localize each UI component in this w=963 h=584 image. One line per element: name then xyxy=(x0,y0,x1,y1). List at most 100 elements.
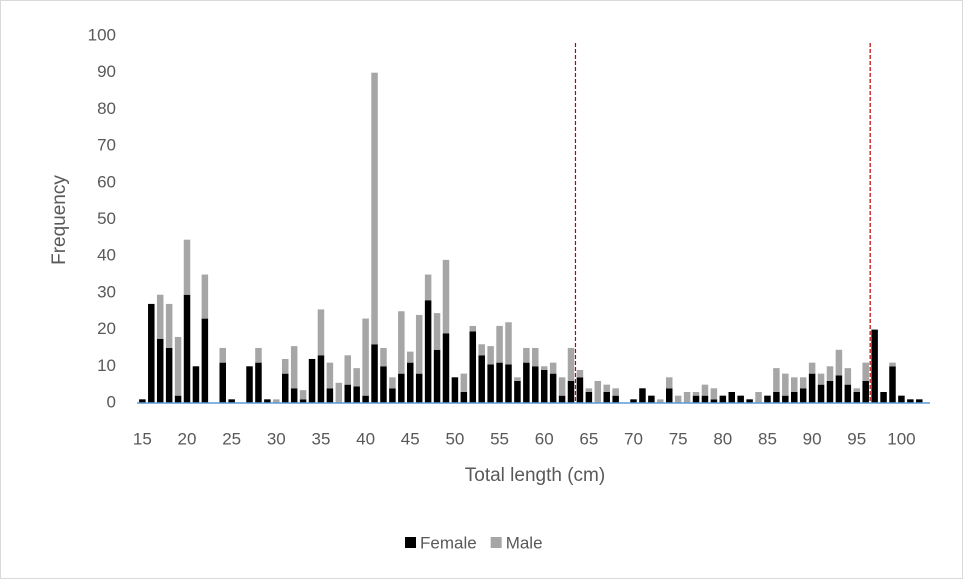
bar-segment xyxy=(389,388,396,403)
bar-segment xyxy=(219,362,226,403)
bar-segment xyxy=(380,366,387,403)
y-tick-label: 80 xyxy=(97,99,116,118)
bar-segment xyxy=(156,294,164,339)
bar-segment xyxy=(701,395,709,403)
bar-segment xyxy=(317,309,325,356)
bar-segment xyxy=(398,373,405,403)
y-tick-label: 60 xyxy=(97,172,116,191)
bar-segment xyxy=(558,377,566,396)
bar-segment xyxy=(648,395,655,403)
bar-segment xyxy=(174,395,182,403)
legend-label: Female xyxy=(420,533,477,552)
y-tick-label: 30 xyxy=(97,282,116,301)
bar-segment xyxy=(201,274,209,319)
bar-segment xyxy=(532,366,539,403)
bar-segment xyxy=(299,390,307,400)
bar-segment xyxy=(433,349,441,403)
bar-segment xyxy=(290,388,298,403)
bar-segment xyxy=(755,391,762,403)
bar-segment xyxy=(791,377,798,392)
bar-segment xyxy=(496,325,503,363)
bar-segment xyxy=(907,399,914,403)
bar-segment xyxy=(380,347,387,367)
y-axis-title: Frequency xyxy=(49,175,70,265)
bar-segment xyxy=(469,331,477,403)
x-tick-label: 30 xyxy=(267,429,286,448)
bar-segment xyxy=(165,303,173,348)
bar-segment xyxy=(326,388,334,403)
bar-segment xyxy=(782,373,789,396)
bar-segment xyxy=(478,355,485,403)
bar-segment xyxy=(183,294,191,403)
bar-segment xyxy=(826,380,834,403)
bar-segment xyxy=(407,362,414,403)
bar-segment xyxy=(603,391,610,403)
bar-segment xyxy=(782,395,789,403)
bar-segment xyxy=(139,399,146,403)
x-tick-label: 85 xyxy=(758,429,777,448)
bar-segment xyxy=(889,366,896,403)
x-tick-label: 40 xyxy=(356,429,375,448)
bar-segment xyxy=(808,373,816,403)
bar-segment xyxy=(505,364,512,403)
x-tick-label: 95 xyxy=(847,429,866,448)
bar-segment xyxy=(407,351,414,363)
x-tick-label: 75 xyxy=(669,429,688,448)
bar-segment xyxy=(192,366,200,403)
bar-segment xyxy=(183,239,191,295)
bar-segment xyxy=(540,366,548,370)
bar-segment xyxy=(442,333,450,403)
bar-segment xyxy=(853,391,861,403)
bar-segment xyxy=(424,300,432,403)
x-tick-label: 55 xyxy=(490,429,509,448)
bar-segment xyxy=(496,362,503,403)
bar-segment xyxy=(514,380,521,403)
bar-segment xyxy=(487,346,494,365)
bar-segment xyxy=(201,318,209,403)
bar-segment xyxy=(683,391,691,403)
bar-segment xyxy=(871,329,878,403)
bar-segment xyxy=(344,355,352,385)
bar-segment xyxy=(165,347,173,403)
bar-segment xyxy=(344,384,352,403)
bar-segment xyxy=(835,375,843,403)
y-tick-label: 10 xyxy=(97,356,116,375)
bar-segment xyxy=(442,259,450,334)
bar-segment xyxy=(156,338,164,403)
x-tick-label: 45 xyxy=(401,429,420,448)
bar-segment xyxy=(826,366,834,381)
bar-segment xyxy=(469,325,477,332)
bar-segment xyxy=(362,395,369,403)
x-tick-label: 100 xyxy=(887,429,915,448)
bar-segment xyxy=(523,362,530,403)
y-tick-label: 0 xyxy=(107,392,116,411)
bar-segment xyxy=(148,303,155,403)
bar-segment xyxy=(612,388,619,396)
bar-segment xyxy=(299,399,307,403)
bar-segment xyxy=(540,369,548,403)
bar-segment xyxy=(460,391,468,403)
bar-segment xyxy=(630,399,637,403)
bar-segment xyxy=(639,388,646,403)
bar-segment xyxy=(844,384,852,403)
bar-segment xyxy=(353,386,360,403)
bar-segment xyxy=(246,366,253,403)
bar-segment xyxy=(228,399,235,403)
bar-segment xyxy=(746,399,753,403)
bar-segment xyxy=(433,313,441,350)
bar-segment xyxy=(665,377,673,389)
bar-segment xyxy=(737,395,744,403)
x-tick-label: 20 xyxy=(178,429,197,448)
bar-segment xyxy=(603,384,610,392)
bar-segment xyxy=(764,395,771,403)
bar-segment xyxy=(773,368,780,392)
bar-segment xyxy=(880,391,887,403)
legend-swatch xyxy=(405,537,416,548)
bar-segment xyxy=(728,391,735,403)
x-tick-label: 90 xyxy=(803,429,822,448)
bar-segment xyxy=(799,377,807,389)
bar-segment xyxy=(916,399,923,403)
bar-segment xyxy=(398,311,405,374)
